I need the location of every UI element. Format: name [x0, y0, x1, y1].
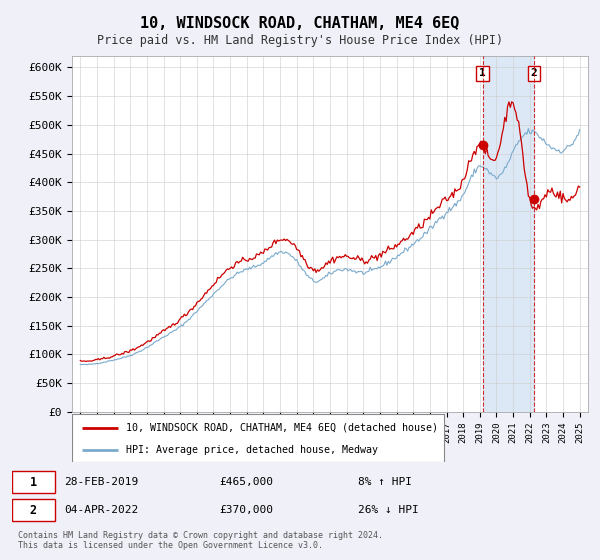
FancyBboxPatch shape [12, 472, 55, 493]
Text: 1: 1 [479, 68, 486, 78]
Text: Contains HM Land Registry data © Crown copyright and database right 2024.
This d: Contains HM Land Registry data © Crown c… [18, 531, 383, 550]
Text: 28-FEB-2019: 28-FEB-2019 [64, 477, 138, 487]
Text: 2: 2 [30, 503, 37, 516]
Text: 04-APR-2022: 04-APR-2022 [64, 505, 138, 515]
Text: 1: 1 [30, 476, 37, 489]
Bar [482, 56, 534, 412]
Text: 8% ↑ HPI: 8% ↑ HPI [358, 477, 412, 487]
FancyBboxPatch shape [12, 499, 55, 521]
Text: 10, WINDSOCK ROAD, CHATHAM, ME4 6EQ: 10, WINDSOCK ROAD, CHATHAM, ME4 6EQ [140, 16, 460, 31]
FancyBboxPatch shape [72, 414, 443, 462]
Text: 2: 2 [531, 68, 538, 78]
Text: Price paid vs. HM Land Registry's House Price Index (HPI): Price paid vs. HM Land Registry's House … [97, 34, 503, 46]
Text: £370,000: £370,000 [220, 505, 274, 515]
Text: 26% ↓ HPI: 26% ↓ HPI [358, 505, 418, 515]
Text: £465,000: £465,000 [220, 477, 274, 487]
Text: HPI: Average price, detached house, Medway: HPI: Average price, detached house, Medw… [126, 445, 378, 455]
Text: 10, WINDSOCK ROAD, CHATHAM, ME4 6EQ (detached house): 10, WINDSOCK ROAD, CHATHAM, ME4 6EQ (det… [126, 423, 438, 433]
